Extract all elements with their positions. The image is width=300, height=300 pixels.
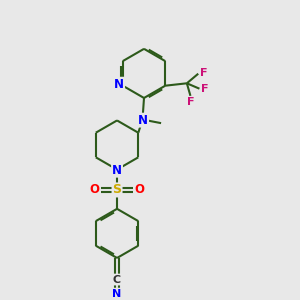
- Text: F: F: [187, 97, 195, 107]
- Text: N: N: [138, 114, 148, 127]
- Text: O: O: [90, 184, 100, 196]
- Text: F: F: [200, 68, 207, 78]
- Text: S: S: [112, 184, 122, 196]
- Text: F: F: [201, 84, 208, 94]
- Text: O: O: [134, 184, 144, 196]
- Text: N: N: [112, 164, 122, 177]
- Text: N: N: [112, 289, 122, 298]
- Text: C: C: [113, 274, 121, 284]
- Text: N: N: [114, 78, 124, 91]
